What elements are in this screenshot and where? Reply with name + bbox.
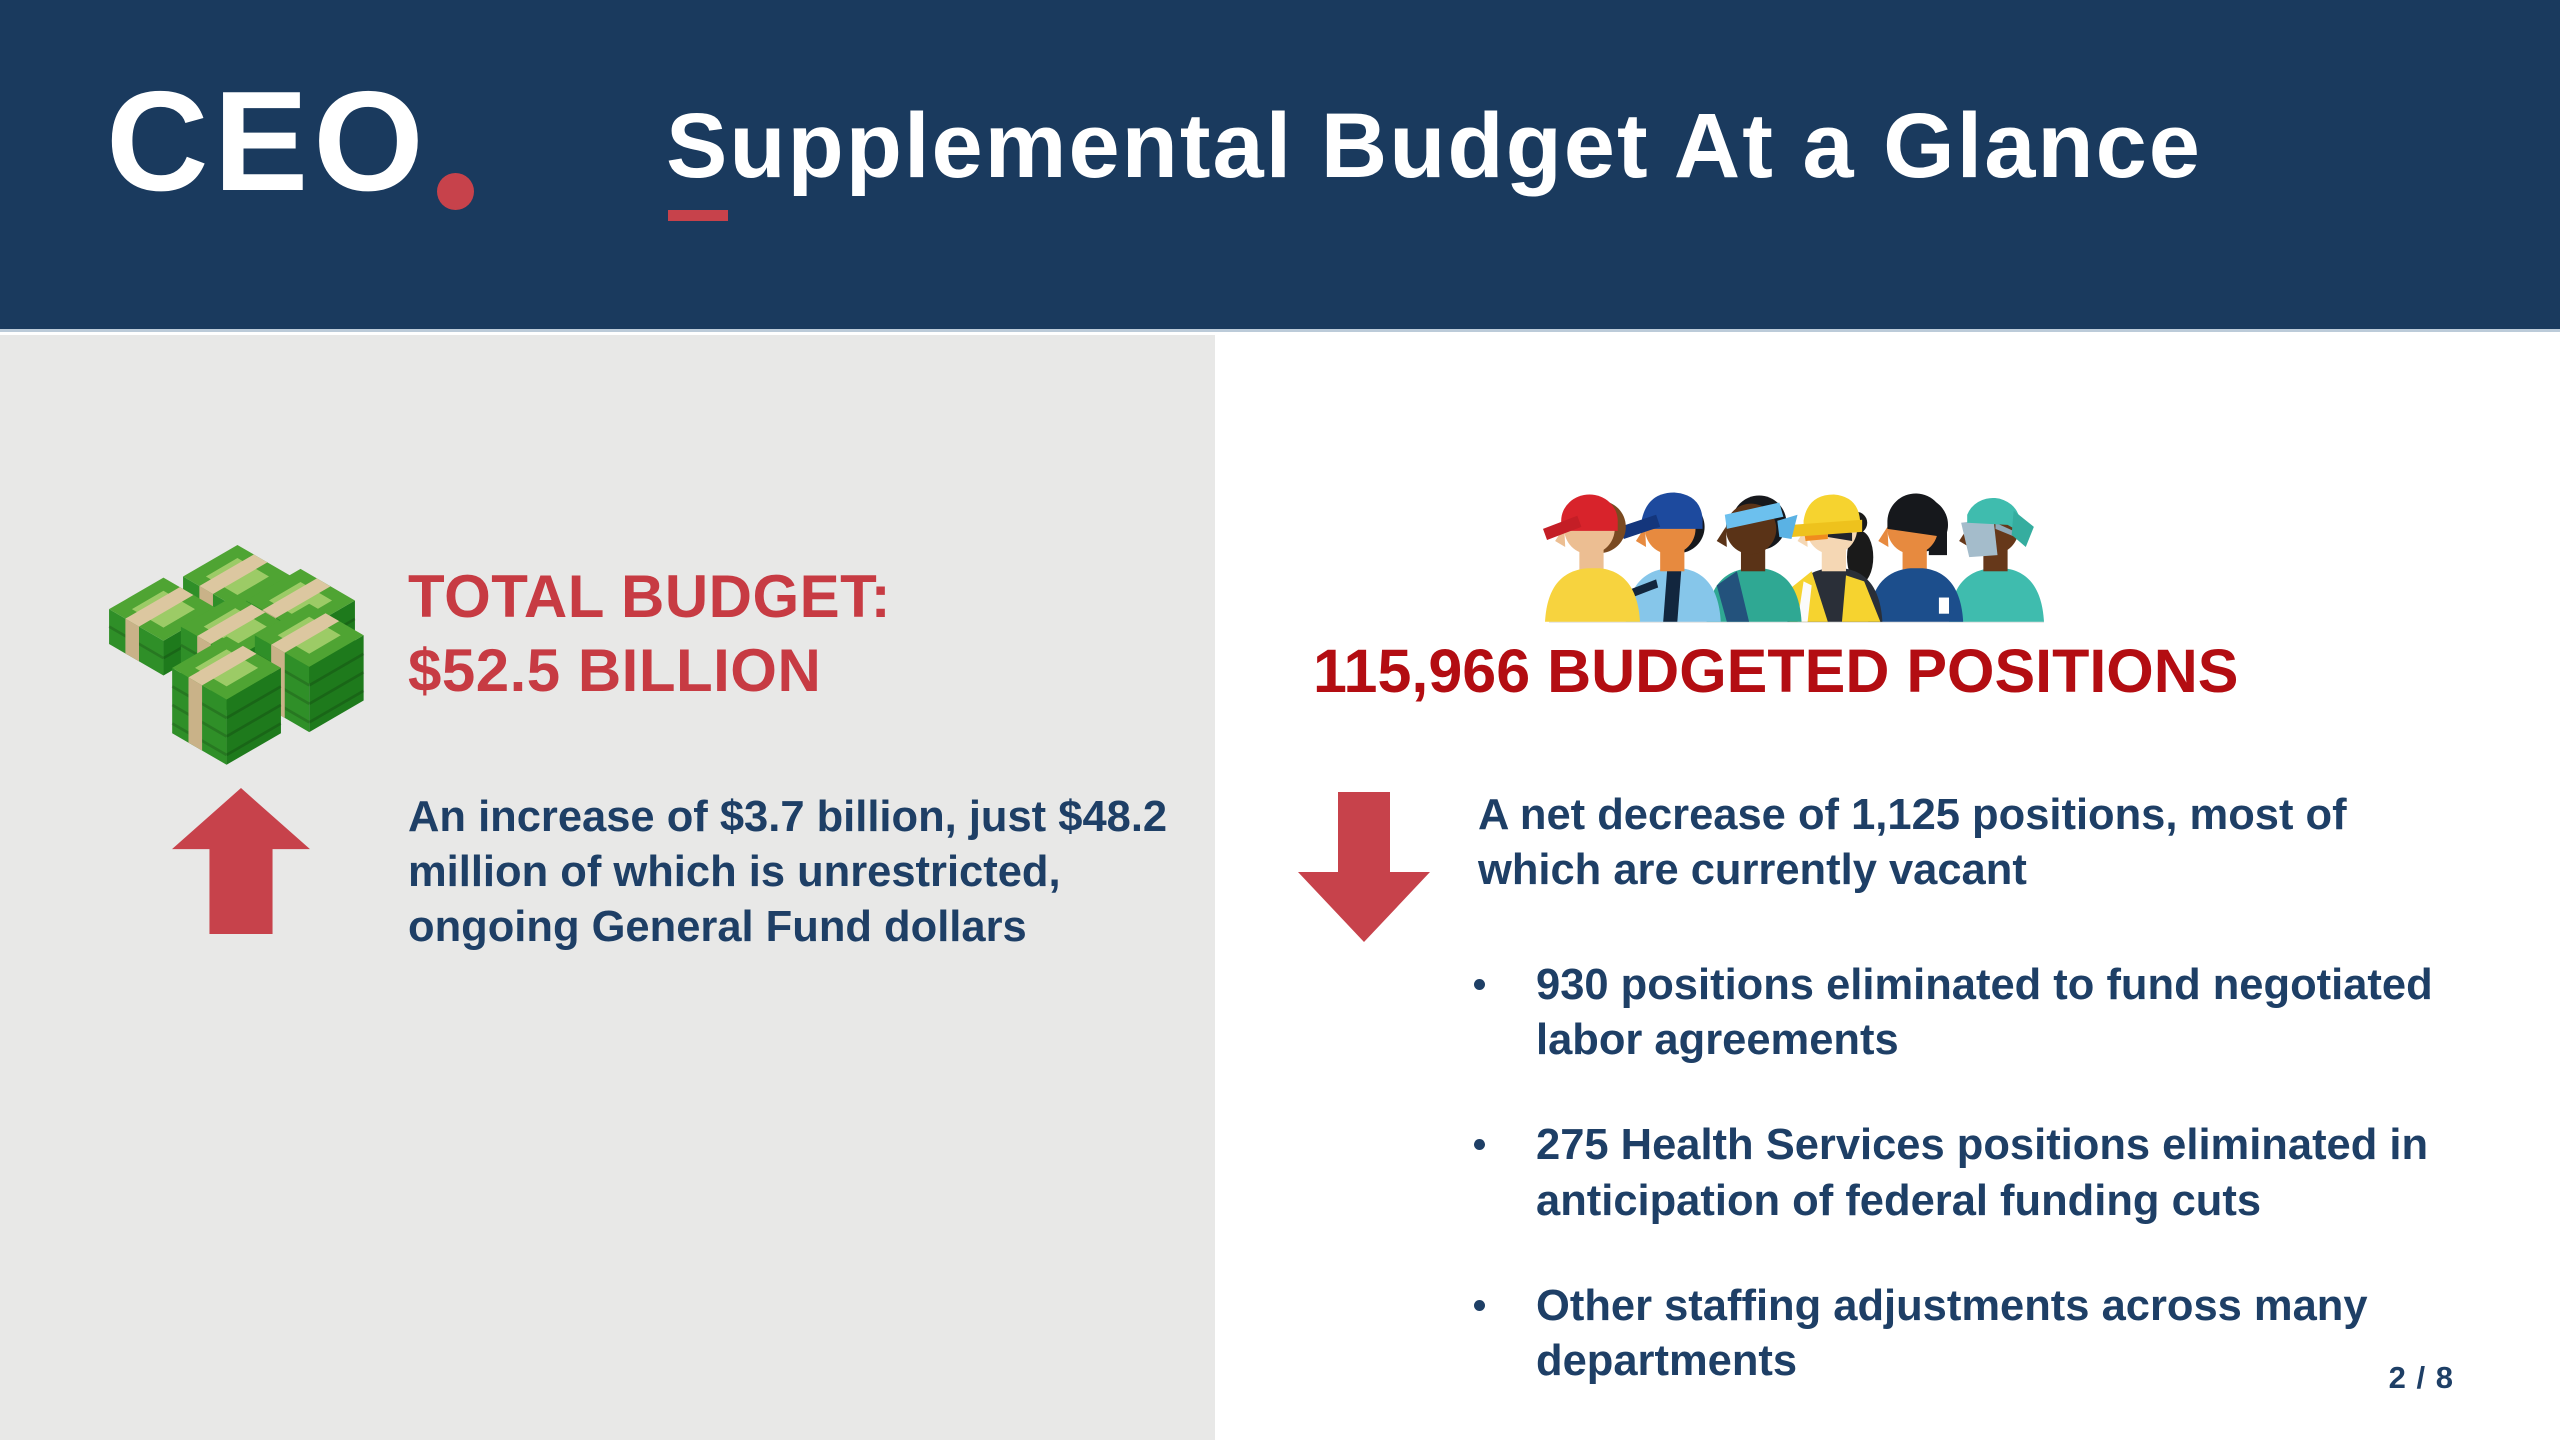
- list-item-health-services: 275 Health Services positions eliminated…: [1472, 1118, 2492, 1228]
- worker-overalls: [1706, 495, 1802, 622]
- budget-increase-text: An increase of $3.7 billion, just $48.2 …: [408, 793, 1168, 952]
- worker-navy-shirt: [1868, 493, 1964, 622]
- diverse-workers-icon: [1543, 462, 2048, 624]
- page-number: 2 / 8: [2388, 1360, 2454, 1395]
- total-budget-panel: [0, 335, 1215, 1440]
- ceo-logo: CEO.: [106, 62, 474, 221]
- budgeted-positions-panel: [1215, 335, 2560, 1440]
- list-item-other-adjustments: Other staffing adjustments across many d…: [1472, 1279, 2492, 1389]
- worker-police: [1619, 492, 1721, 622]
- positions-decrease-text: A net decrease of 1,125 positions, most …: [1478, 791, 2347, 895]
- worker-medic: [1949, 497, 2044, 622]
- decrease-arrow-icon: [1298, 792, 1430, 942]
- worker-construction: [1787, 494, 1883, 622]
- list-item-labor-agreements: 930 positions eliminated to fund negotia…: [1472, 958, 2492, 1068]
- positions-bullet-list: 930 positions eliminated to fund negotia…: [1472, 958, 2492, 1439]
- increase-arrow-icon: [172, 788, 310, 934]
- title-underline-accent: [668, 210, 728, 221]
- page-title: Supplemental Budget At a Glance: [666, 95, 2202, 197]
- logo-text: CEO: [106, 62, 429, 221]
- total-budget-heading: TOTAL BUDGET: $52.5 BILLION: [408, 560, 891, 708]
- header-bar: CEO. Supplemental Budget At a Glance: [0, 0, 2560, 332]
- budgeted-positions-heading: 115,966 BUDGETED POSITIONS: [1313, 637, 2239, 705]
- total-budget-label: TOTAL BUDGET:: [408, 563, 892, 630]
- total-budget-amount: $52.5 BILLION: [408, 636, 822, 704]
- money-stacks-icon: [96, 545, 368, 768]
- worker-red-cap: [1543, 494, 1640, 622]
- logo-dot: .: [429, 64, 474, 220]
